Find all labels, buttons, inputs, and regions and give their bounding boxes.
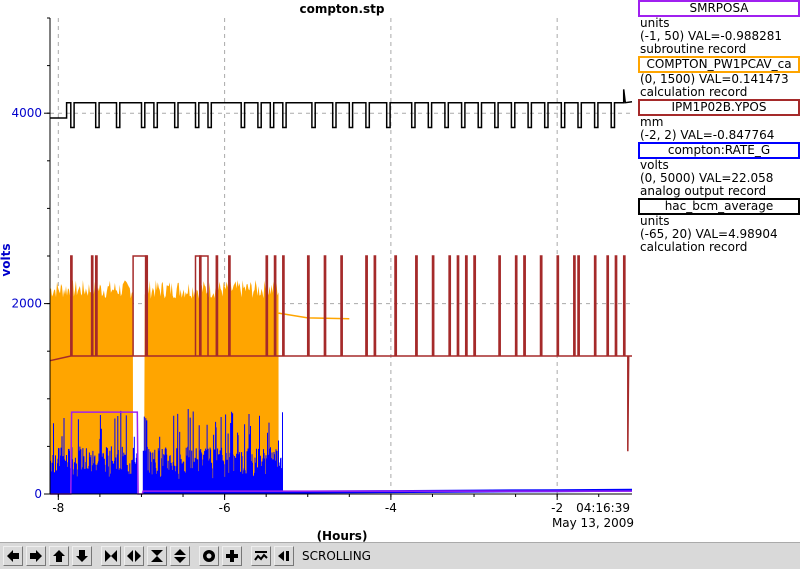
chart: -8 -6 -4 -2 0 2000 4000 compton.stp volts (Hou…: [0, 2, 634, 542]
legend-entry-compton-pw1pcav[interactable]: COMPTON_PW1PCAV_ca (0, 1500) VAL=0.14147…: [638, 56, 800, 99]
arrow-left-icon[interactable]: [3, 546, 23, 566]
x-tick-label: -4: [385, 501, 397, 515]
legend-record-type: calculation record: [640, 240, 748, 254]
legend-units: volts: [640, 158, 669, 172]
legend-units: mm: [640, 115, 664, 129]
series-ipm1p02b-plateau: [132, 255, 149, 356]
toolbar: SCROLLING: [0, 542, 800, 569]
date-stamp: May 13, 2009: [552, 516, 634, 530]
series-ipm1p02b-line: [49, 255, 632, 452]
legend-entry-smrposa[interactable]: SMRPOSA units (-1, 50) VAL=-0.988281 sub…: [638, 0, 800, 56]
legend-entry-hac-bcm-average[interactable]: hac_bcm_average units (-65, 20) VAL=4.98…: [638, 198, 800, 254]
legend-entry-compton-rate-g[interactable]: compton:RATE_G volts (0, 5000) VAL=22.05…: [638, 142, 800, 198]
series-smrposa-line: [50, 411, 632, 495]
legend-units: units: [640, 214, 670, 228]
expand-horizontal-icon[interactable]: [124, 546, 144, 566]
y-tick-label: 0: [34, 487, 42, 501]
zoom-in-icon[interactable]: [222, 546, 242, 566]
x-tick-label: -8: [52, 501, 64, 515]
legend: SMRPOSA units (-1, 50) VAL=-0.988281 sub…: [638, 0, 800, 254]
series-ipm1p02b-plateau: [194, 255, 209, 356]
y-axis-label: volts: [0, 243, 13, 276]
legend-range-value: (0, 1500) VAL=0.141473: [640, 72, 789, 86]
legend-units: units: [640, 16, 670, 30]
legend-name-box[interactable]: hac_bcm_average: [638, 198, 800, 215]
arrow-right-icon[interactable]: [26, 546, 46, 566]
scroll-icon[interactable]: [274, 546, 294, 566]
legend-name-box[interactable]: compton:RATE_G: [638, 142, 800, 159]
x-tick-label: -6: [219, 501, 231, 515]
autoscale-icon[interactable]: [251, 546, 271, 566]
y-tick-label: 4000: [11, 106, 42, 120]
arrow-up-icon[interactable]: [49, 546, 69, 566]
legend-record-type: subroutine record: [640, 42, 747, 56]
legend-range-value: (0, 5000) VAL=22.058: [640, 171, 774, 185]
legend-range-value: (-65, 20) VAL=4.98904: [640, 227, 778, 241]
legend-range-value: (-1, 50) VAL=-0.988281: [640, 29, 783, 43]
zoom-out-icon[interactable]: [199, 546, 219, 566]
legend-name-box[interactable]: IPM1P02B.YPOS: [638, 99, 800, 116]
legend-range-value: (-2, 2) VAL=-0.847764: [640, 128, 775, 142]
shrink-horizontal-icon[interactable]: [101, 546, 121, 566]
legend-name-box[interactable]: COMPTON_PW1PCAV_ca: [638, 56, 800, 73]
series-hac-bcm-average-line: [50, 89, 633, 129]
x-axis-label: (Hours): [317, 529, 368, 542]
y-tick-label: 2000: [11, 297, 42, 311]
chart-title: compton.stp: [299, 2, 384, 16]
legend-name-box[interactable]: SMRPOSA: [638, 0, 800, 17]
time-stamp: 04:16:39: [576, 501, 630, 515]
series-compton-pw1pcav-line: [278, 312, 350, 320]
expand-vertical-icon[interactable]: [170, 546, 190, 566]
x-tick-label: -2: [551, 501, 563, 515]
legend-record-type: calculation record: [640, 85, 748, 99]
legend-record-type: analog output record: [640, 184, 767, 198]
legend-entry-ipm1p02b[interactable]: IPM1P02B.YPOS mm (-2, 2) VAL=-0.847764: [638, 99, 800, 142]
shrink-vertical-icon[interactable]: [147, 546, 167, 566]
status-text: SCROLLING: [302, 549, 371, 563]
arrow-down-icon[interactable]: [72, 546, 92, 566]
